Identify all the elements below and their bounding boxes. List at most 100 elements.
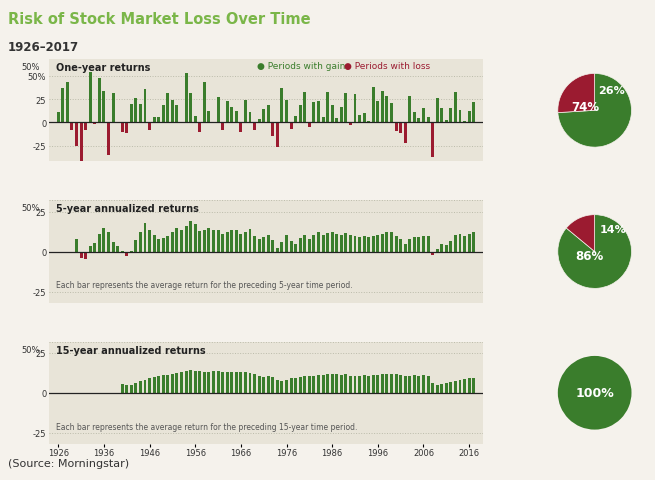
Bar: [257, 240, 261, 252]
Text: Each bar represents the average return for the preceding 15-year time period.: Each bar represents the average return f…: [56, 422, 357, 431]
Bar: [381, 92, 384, 123]
Bar: [276, 249, 279, 252]
Bar: [234, 231, 238, 252]
Bar: [189, 221, 192, 252]
Bar: [185, 227, 187, 252]
Bar: [253, 236, 256, 252]
Bar: [217, 371, 219, 393]
Bar: [194, 117, 196, 123]
Bar: [208, 228, 210, 252]
Bar: [426, 236, 430, 252]
Bar: [394, 374, 398, 393]
Bar: [75, 123, 78, 146]
Bar: [385, 233, 388, 252]
Bar: [148, 230, 151, 252]
Bar: [322, 117, 324, 123]
Bar: [458, 234, 462, 252]
Bar: [166, 375, 169, 393]
Text: One-year returns: One-year returns: [56, 63, 150, 73]
Bar: [363, 237, 365, 252]
Bar: [377, 375, 379, 393]
Bar: [463, 379, 466, 393]
Bar: [458, 380, 462, 393]
Bar: [130, 385, 133, 393]
Bar: [116, 246, 119, 252]
Bar: [408, 96, 411, 123]
Bar: [194, 371, 196, 393]
Bar: [226, 233, 229, 252]
Bar: [139, 105, 142, 123]
Bar: [345, 94, 347, 123]
Bar: [345, 374, 347, 393]
Bar: [198, 123, 201, 133]
Bar: [244, 101, 247, 123]
Text: 50%: 50%: [21, 345, 39, 354]
Text: 50%: 50%: [21, 204, 39, 213]
Bar: [134, 384, 138, 393]
Bar: [88, 246, 92, 252]
Bar: [62, 88, 64, 123]
Bar: [234, 372, 238, 393]
Bar: [276, 123, 279, 148]
Bar: [143, 223, 147, 252]
Bar: [84, 252, 87, 259]
Bar: [354, 377, 356, 393]
Bar: [180, 372, 183, 393]
Bar: [257, 120, 261, 123]
Bar: [134, 241, 138, 252]
Bar: [166, 236, 169, 252]
Bar: [468, 234, 470, 252]
Text: ● Periods with gain: ● Periods with gain: [257, 62, 346, 71]
Bar: [303, 93, 307, 123]
Bar: [308, 377, 311, 393]
Bar: [413, 238, 416, 252]
Bar: [354, 237, 356, 252]
Bar: [449, 108, 453, 123]
Bar: [194, 225, 196, 252]
Bar: [226, 372, 229, 393]
Bar: [290, 123, 293, 130]
Bar: [84, 123, 87, 131]
Bar: [276, 380, 279, 393]
Text: 5-year annualized returns: 5-year annualized returns: [56, 204, 198, 214]
Text: 50%: 50%: [21, 63, 39, 72]
Bar: [399, 375, 402, 393]
Bar: [331, 106, 333, 123]
Bar: [463, 122, 466, 123]
Bar: [322, 236, 324, 252]
Bar: [231, 372, 233, 393]
Bar: [157, 118, 160, 123]
Bar: [125, 385, 128, 393]
Bar: [271, 377, 274, 393]
Bar: [322, 375, 324, 393]
Bar: [445, 246, 448, 252]
Bar: [349, 123, 352, 126]
Bar: [367, 238, 370, 252]
Bar: [399, 123, 402, 134]
Bar: [317, 233, 320, 252]
Bar: [403, 244, 407, 252]
Bar: [403, 123, 407, 144]
Bar: [221, 372, 224, 393]
Bar: [93, 123, 96, 124]
Bar: [157, 376, 160, 393]
Bar: [431, 384, 434, 393]
Bar: [71, 123, 73, 131]
Bar: [271, 240, 274, 252]
Bar: [436, 98, 439, 123]
Bar: [98, 234, 101, 252]
Bar: [372, 88, 375, 123]
Bar: [431, 252, 434, 255]
Bar: [408, 376, 411, 393]
Bar: [408, 239, 411, 252]
Bar: [349, 376, 352, 393]
Bar: [93, 243, 96, 252]
Bar: [403, 376, 407, 393]
Bar: [331, 232, 333, 252]
Bar: [98, 79, 101, 123]
Bar: [176, 106, 178, 123]
Bar: [377, 102, 379, 123]
Bar: [445, 384, 448, 393]
Bar: [472, 103, 475, 123]
Bar: [280, 381, 284, 393]
